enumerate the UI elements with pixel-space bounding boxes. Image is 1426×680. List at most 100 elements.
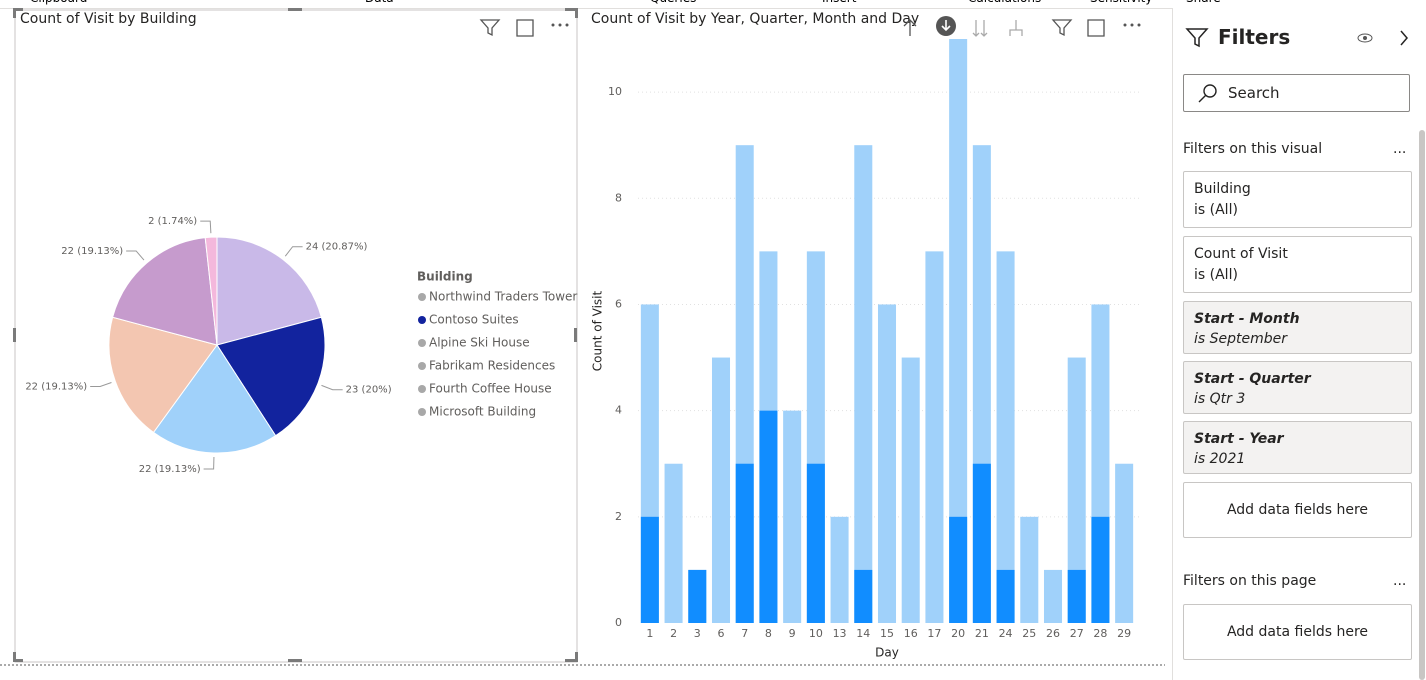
search-placeholder: Search: [1228, 84, 1280, 102]
filter-card[interactable]: Start - Quarter is Qtr 3: [1183, 361, 1412, 414]
data-label: 22 (19.13%): [139, 464, 201, 475]
search-icon: [1198, 84, 1217, 103]
pane-icons[interactable]: [1353, 26, 1413, 50]
bar: [996, 569, 1015, 623]
bar: [949, 39, 968, 623]
section-more[interactable]: ...: [1393, 573, 1407, 589]
x-tick-label: 1: [646, 627, 653, 640]
x-tick-label: 3: [694, 627, 701, 640]
bar: [1043, 569, 1063, 623]
data-label: 24 (20.87%): [306, 242, 368, 253]
legend-marker: [418, 339, 426, 347]
x-tick-label: 8: [765, 627, 772, 640]
x-tick-label: 28: [1093, 627, 1107, 640]
x-tick-label: 15: [880, 627, 894, 640]
visual-icons[interactable]: [479, 19, 1105, 37]
filter-card[interactable]: Start - Year is 2021: [1183, 421, 1412, 474]
filters-pane: Filters Search Filters on this visual ..…: [1172, 8, 1426, 680]
filter-field: Start - Month: [1194, 311, 1300, 327]
pie-slice: [204, 236, 218, 346]
pie-slice: [108, 316, 218, 434]
bar: [1067, 569, 1086, 623]
y-tick-label: 6: [615, 297, 622, 310]
legend-label: Contoso Suites: [429, 313, 519, 327]
pie-slice: [112, 237, 218, 346]
legend-label: Fourth Coffee House: [429, 382, 552, 396]
x-tick-label: 13: [833, 627, 847, 640]
bar: [901, 357, 920, 623]
ribbon-group-label: Calculations: [968, 0, 1041, 5]
search-box[interactable]: Search: [1183, 74, 1410, 112]
bar: [640, 516, 659, 623]
y-tick-label: 4: [615, 404, 622, 417]
filter-card[interactable]: Count of Visit is (All): [1183, 236, 1412, 293]
x-tick-label: 9: [789, 627, 796, 640]
x-tick-label: 16: [904, 627, 918, 640]
pie-slice: [152, 344, 277, 454]
ribbon-group-label: Share: [1186, 0, 1221, 5]
filter-condition: is 2021: [1194, 451, 1246, 467]
bar: [783, 410, 802, 623]
filter-icon: [1185, 28, 1209, 48]
legend-marker: [418, 362, 426, 370]
add-fields[interactable]: Add data fields here: [1183, 482, 1412, 538]
bar: [735, 463, 754, 623]
ribbon-group-label: Insert: [822, 0, 856, 5]
bar: [759, 410, 778, 623]
resize-handles: [13, 8, 578, 662]
report-canvas: Count of Visit by Building Count of Visi…: [0, 8, 1165, 666]
filter-field: Start - Quarter: [1194, 371, 1311, 387]
legend-marker: [418, 293, 426, 301]
filter-condition: is Qtr 3: [1194, 391, 1246, 407]
legend-label: Northwind Traders Tower: [429, 290, 577, 304]
ribbon-group-label: Clipboard: [30, 0, 87, 5]
filter-card[interactable]: Building is (All): [1183, 171, 1412, 228]
filter-field: Start - Year: [1194, 431, 1284, 447]
bar: [854, 569, 873, 623]
leader-line: [126, 250, 145, 261]
x-tick-label: 27: [1070, 627, 1084, 640]
filter-condition: is September: [1194, 331, 1288, 347]
scrollbar[interactable]: [1419, 130, 1425, 680]
filter-field: Building: [1194, 181, 1251, 197]
y-tick-label: 2: [615, 510, 622, 523]
leader-line: [90, 382, 112, 388]
more-options[interactable]: [551, 23, 1141, 27]
pane-title: Filters: [1218, 25, 1291, 49]
bar: [1067, 357, 1086, 623]
legend-marker: [418, 316, 426, 324]
x-tick-label: 7: [741, 627, 748, 640]
leader-line: [284, 246, 303, 257]
ribbon-group-label: Queries: [650, 0, 696, 5]
add-fields[interactable]: Add data fields here: [1183, 604, 1412, 660]
bar: [688, 569, 707, 623]
y-tick-label: 0: [615, 616, 622, 629]
x-tick-label: 25: [1022, 627, 1036, 640]
x-tick-label: 6: [718, 627, 725, 640]
filter-field: Count of Visit: [1194, 246, 1288, 262]
bar: [806, 463, 825, 623]
bar: [830, 516, 849, 623]
filter-card[interactable]: Start - Month is September: [1183, 301, 1412, 354]
x-tick-label: 24: [999, 627, 1013, 640]
filter-condition: is (All): [1194, 267, 1238, 283]
pie-slice: [216, 236, 322, 346]
legend-label: Microsoft Building: [429, 405, 536, 419]
section-more[interactable]: ...: [1393, 141, 1407, 157]
bar: [664, 463, 683, 623]
bar: [972, 463, 991, 623]
legend-marker: [418, 385, 426, 393]
section-title: Filters on this visual: [1183, 141, 1323, 157]
legend-title: Building: [417, 270, 473, 284]
legend-marker: [418, 408, 426, 416]
legend-label: Fabrikam Residences: [429, 359, 555, 373]
data-label: 2 (1.74%): [148, 216, 197, 227]
bar: [1020, 516, 1039, 623]
x-tick-label: 20: [951, 627, 965, 640]
ribbon: Clipboard Data Queries Insert Calculations Se…: [0, 0, 1426, 9]
leader-line: [321, 384, 343, 391]
y-axis-title: Count of Visit: [591, 291, 605, 372]
x-axis-title: Day: [875, 646, 899, 660]
section-title: Filters on this page: [1183, 573, 1317, 589]
